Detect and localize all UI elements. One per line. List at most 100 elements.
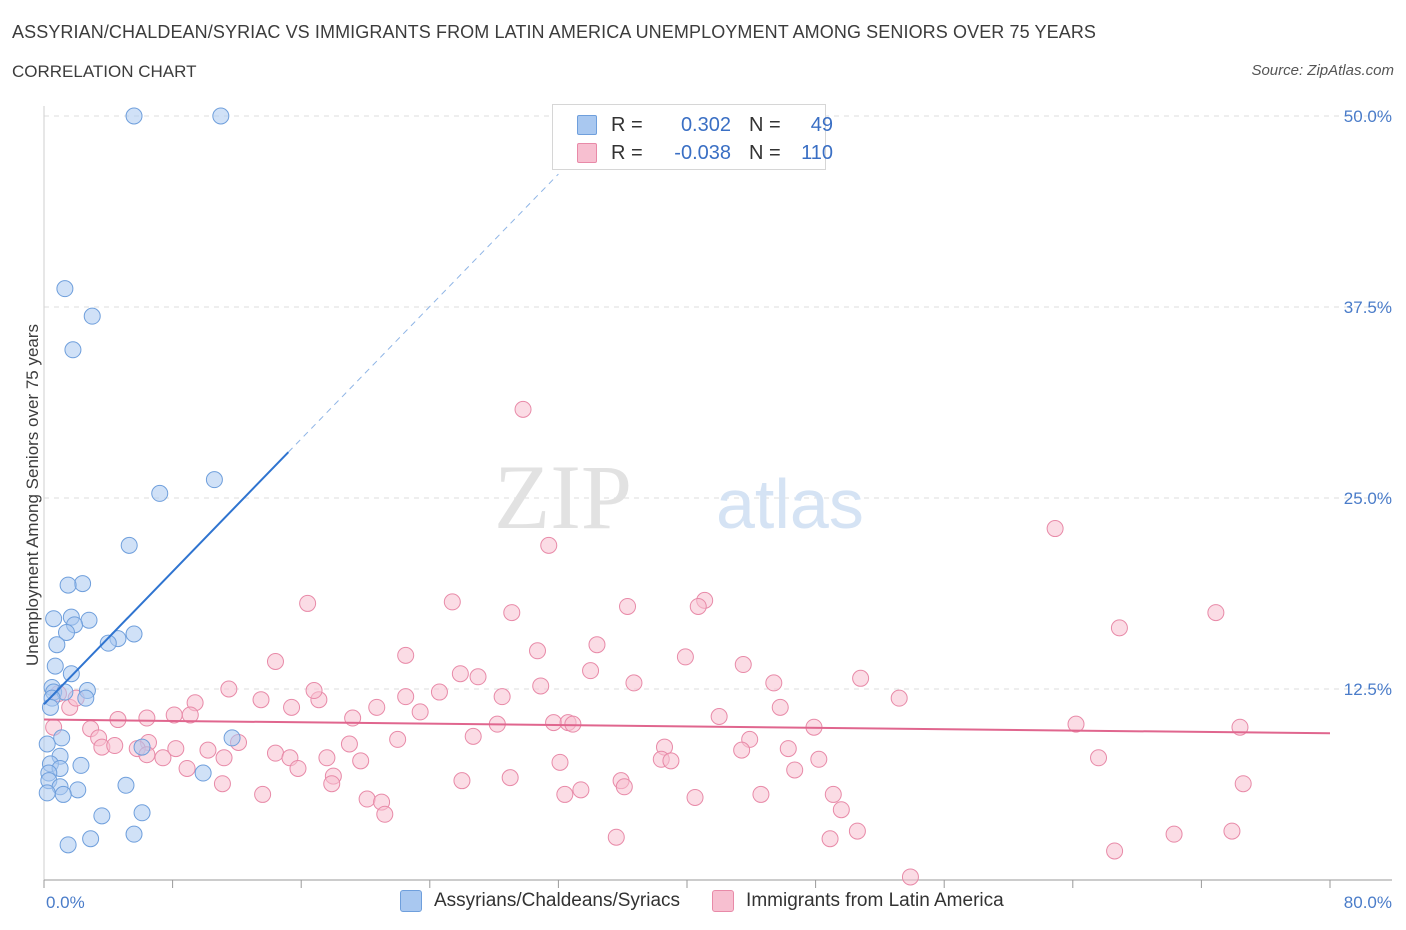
tick-labels: 12.5% 25.0% 37.5% 50.0% 0.0% 80.0% — [46, 107, 1392, 912]
data-point-latin-america — [503, 604, 521, 622]
data-point-latin-america — [662, 752, 680, 770]
data-point-latin-america — [252, 691, 270, 709]
legend-label: Assyrians/Chaldeans/Syriacs — [434, 890, 681, 911]
y-tick-label: 37.5% — [1344, 298, 1392, 317]
data-point-assyrian — [80, 611, 98, 629]
data-point-assyrian — [45, 610, 63, 628]
grid-lines — [44, 115, 1392, 690]
data-point-assyrian — [125, 825, 143, 843]
data-point-latin-america — [493, 688, 511, 706]
data-point-assyrian — [58, 623, 76, 641]
watermark-atlas: atlas — [716, 465, 864, 543]
data-point-assyrian — [117, 776, 135, 794]
data-point-latin-america — [821, 830, 839, 848]
data-point-latin-america — [529, 642, 547, 660]
data-point-latin-america — [556, 785, 574, 803]
data-point-assyrian — [125, 625, 143, 643]
legend-swatch-blue — [400, 890, 422, 912]
data-point-latin-america — [540, 536, 558, 554]
data-point-latin-america — [318, 749, 336, 767]
data-point-assyrian — [125, 107, 143, 125]
r-label: R = — [611, 141, 643, 164]
data-point-latin-america — [299, 594, 317, 612]
data-point-latin-america — [1110, 619, 1128, 637]
data-point-assyrian — [69, 781, 87, 799]
data-point-latin-america — [779, 740, 797, 758]
data-point-latin-america — [848, 822, 866, 840]
data-point-latin-america — [215, 749, 233, 767]
legend-swatch-pink — [712, 890, 735, 912]
r-value: -0.038 — [674, 141, 731, 164]
data-point-latin-america — [514, 400, 532, 418]
data-point-assyrian — [46, 657, 64, 675]
data-point-latin-america — [786, 761, 804, 779]
data-point-latin-america — [551, 753, 569, 771]
series-latin-america-points — [45, 400, 1252, 886]
legend-swatch-pink — [577, 143, 597, 163]
data-point-latin-america — [469, 668, 487, 686]
n-value: 110 — [801, 141, 833, 164]
data-point-latin-america — [824, 785, 842, 803]
y-axis-label: Unemployment Among Seniors over 75 years — [23, 324, 42, 666]
data-point-latin-america — [352, 752, 370, 770]
series-assyrian-points — [38, 107, 241, 854]
legend-item-assyrian: Assyrians/Chaldeans/Syriacs — [400, 890, 680, 912]
data-point-latin-america — [832, 801, 850, 819]
data-point-latin-america — [368, 698, 386, 716]
data-point-latin-america — [397, 688, 415, 706]
data-point-latin-america — [852, 669, 870, 687]
data-point-latin-america — [254, 785, 272, 803]
data-point-latin-america — [564, 715, 582, 733]
data-point-assyrian — [59, 576, 77, 594]
data-point-latin-america — [138, 709, 156, 727]
data-point-assyrian — [205, 471, 223, 489]
data-point-assyrian — [223, 729, 241, 747]
source-label: Source: ZipAtlas.com — [1251, 62, 1394, 79]
data-point-assyrian — [56, 280, 74, 298]
data-point-latin-america — [545, 714, 563, 732]
data-point-latin-america — [689, 597, 707, 615]
data-point-assyrian — [77, 689, 95, 707]
data-point-latin-america — [305, 682, 323, 700]
data-point-latin-america — [588, 636, 606, 654]
data-point-latin-america — [154, 749, 172, 767]
series-legend: Assyrians/Chaldeans/Syriacs Immigrants f… — [400, 890, 1036, 912]
data-point-assyrian — [38, 735, 56, 753]
data-point-latin-america — [607, 828, 625, 846]
data-point-assyrian — [72, 756, 90, 774]
data-point-assyrian — [82, 830, 100, 848]
data-point-latin-america — [266, 652, 284, 670]
data-point-latin-america — [1234, 775, 1252, 793]
r-value: 0.302 — [680, 113, 731, 136]
data-point-latin-america — [199, 741, 217, 759]
chart-subtitle: CORRELATION CHART — [12, 62, 197, 81]
x-tick-label: 0.0% — [46, 893, 85, 912]
data-point-latin-america — [1165, 825, 1183, 843]
n-label: N = — [749, 141, 781, 164]
data-point-assyrian — [62, 665, 80, 683]
data-point-latin-america — [283, 698, 301, 716]
data-point-latin-america — [453, 772, 471, 790]
data-point-latin-america — [106, 737, 124, 755]
x-tick-label: 80.0% — [1344, 893, 1392, 912]
data-point-latin-america — [376, 805, 394, 823]
data-point-assyrian — [194, 764, 212, 782]
data-point-latin-america — [358, 790, 376, 808]
data-point-assyrian — [99, 634, 117, 652]
data-point-latin-america — [572, 781, 590, 799]
data-point-latin-america — [752, 785, 770, 803]
trend-lines — [43, 173, 1331, 735]
data-point-latin-america — [810, 750, 828, 768]
data-point-latin-america — [1067, 715, 1085, 733]
data-point-latin-america — [181, 706, 199, 724]
data-point-latin-america — [289, 759, 307, 777]
data-point-assyrian — [83, 307, 101, 325]
data-point-latin-america — [501, 769, 519, 787]
data-point-latin-america — [710, 708, 728, 726]
data-point-latin-america — [734, 656, 752, 674]
data-point-latin-america — [389, 730, 407, 748]
legend-item-latin-america: Immigrants from Latin America — [712, 890, 1004, 912]
data-point-assyrian — [74, 575, 92, 593]
data-point-latin-america — [1231, 718, 1249, 736]
data-point-assyrian — [59, 836, 77, 854]
